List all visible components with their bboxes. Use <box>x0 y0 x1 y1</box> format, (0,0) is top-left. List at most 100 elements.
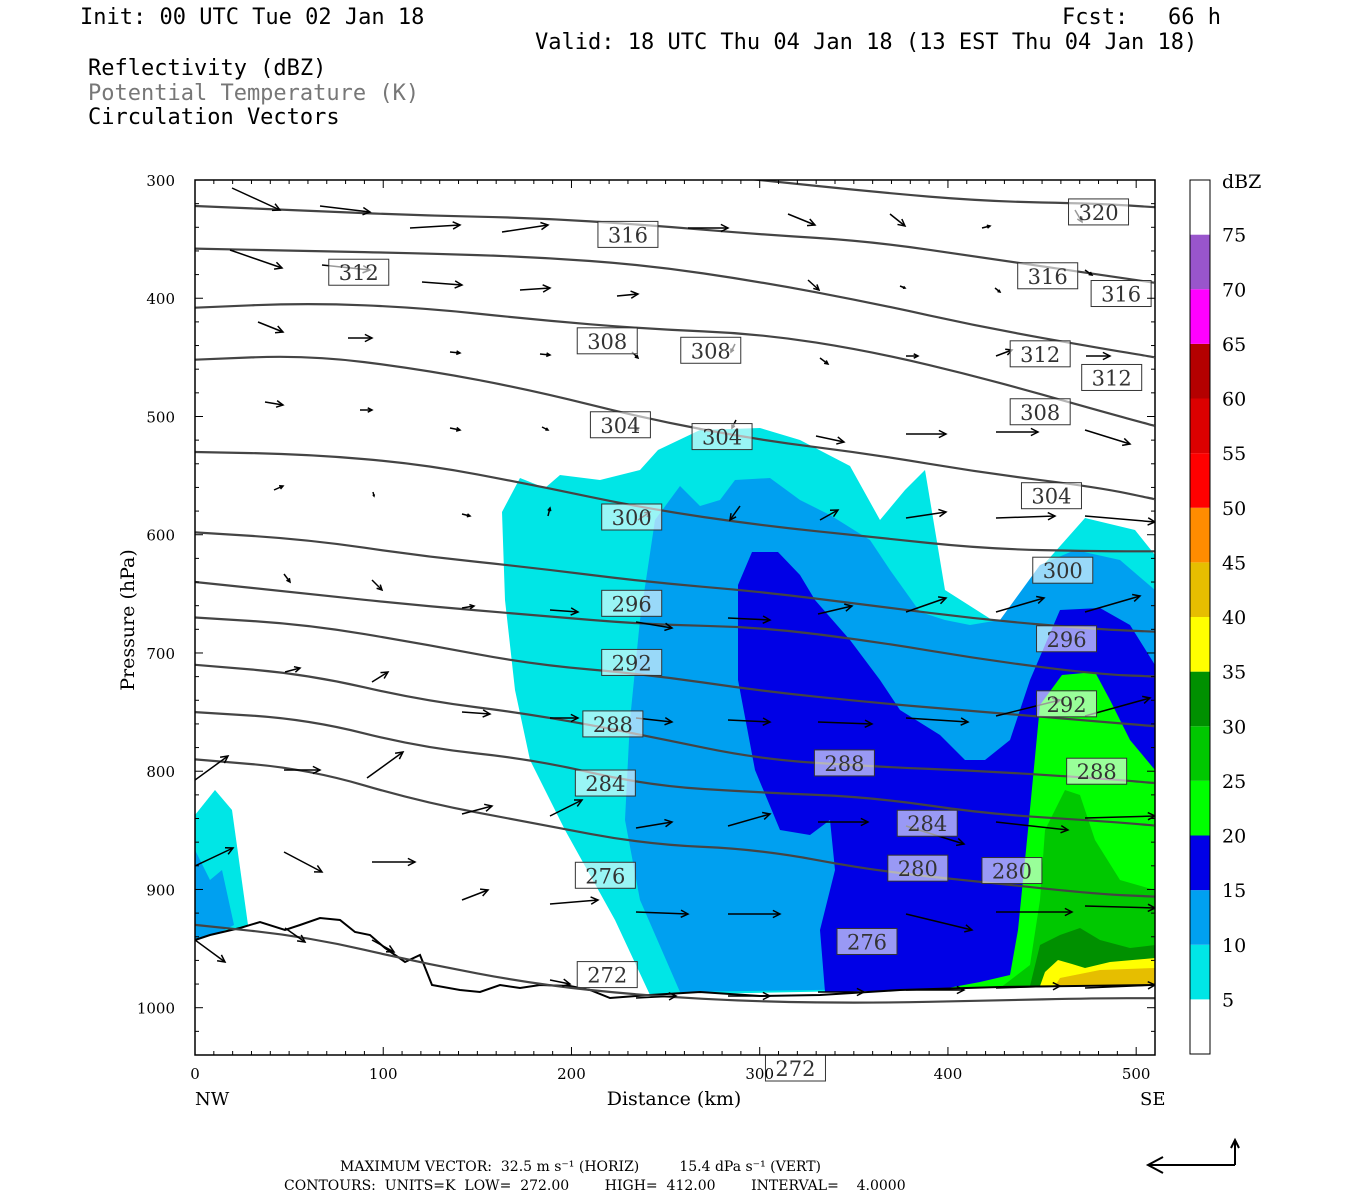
x-tick-label: 100 <box>369 1065 398 1083</box>
contour-label: 312 <box>1009 340 1071 368</box>
circulation-vector <box>284 927 307 943</box>
circulation-vector <box>273 485 285 491</box>
contour-label: 276 <box>836 927 898 955</box>
circulation-vector <box>635 621 674 632</box>
terrain-mask <box>195 920 1155 1055</box>
dbz-40-region <box>1055 968 1155 986</box>
contour-label: 316 <box>1017 262 1079 290</box>
colorbar-swatch <box>1190 780 1210 836</box>
circulation-vector <box>1084 811 1155 821</box>
colorbar-label: 45 <box>1222 552 1246 574</box>
x-tick-label: 200 <box>557 1065 586 1083</box>
contour-label: 304 <box>1020 482 1082 510</box>
colorbar-label: 5 <box>1222 989 1234 1011</box>
field-vectors: Circulation Vectors <box>88 105 340 130</box>
contour-label-text: 320 <box>1078 201 1118 225</box>
circulation-vector <box>549 799 584 817</box>
circulation-vector <box>409 221 462 230</box>
circulation-vector <box>995 511 1057 521</box>
circulation-vector <box>996 907 1074 917</box>
circulation-vector <box>616 290 640 299</box>
y-tick-label: 600 <box>146 527 175 545</box>
circulation-vector <box>995 981 1062 991</box>
contour-label-box <box>1009 340 1071 368</box>
circulation-vector <box>905 717 970 726</box>
contour-label: 308 <box>680 336 742 364</box>
contour-label-text: 284 <box>585 772 625 796</box>
circulation-vector <box>905 913 974 933</box>
circulation-vector <box>635 909 690 919</box>
circulation-vector <box>906 985 966 995</box>
circulation-vector <box>549 896 600 905</box>
colorbar-swatch <box>1190 617 1210 672</box>
colorbar-unit: dBZ <box>1222 171 1261 193</box>
contour-label-text: 304 <box>702 426 742 450</box>
circulation-vector <box>541 426 550 431</box>
colorbar-label: 55 <box>1222 443 1246 465</box>
circulation-vector <box>372 491 376 498</box>
contour-label-box <box>576 961 638 989</box>
y-tick-label: 300 <box>146 172 175 190</box>
isentrope-312 <box>195 247 1155 359</box>
circulation-vector <box>905 508 948 519</box>
circulation-vector <box>635 992 678 1001</box>
circulation-vector <box>264 400 285 408</box>
contour-label-text: 272 <box>587 964 627 988</box>
circulation-vector <box>996 427 1040 437</box>
contour-label-box <box>1081 363 1143 391</box>
contour-label-layer: 320 316 316 316 312 312 312 308 308 308 304 304 304 3… <box>328 198 1152 1082</box>
contour-label: 316 <box>1090 280 1152 308</box>
colorbar-label: 15 <box>1222 880 1246 902</box>
isentrope-320 <box>749 180 1155 209</box>
circulation-vector <box>635 818 674 829</box>
contour-label-text: 288 <box>1077 760 1117 784</box>
contour-label: 288 <box>1066 757 1128 785</box>
contour-label-box <box>1090 280 1152 308</box>
contour-label-box <box>691 423 753 451</box>
contour-label: 288 <box>813 749 875 777</box>
contour-label-box <box>896 809 958 837</box>
contour-label: 320 <box>1068 198 1130 226</box>
colorbar-swatch <box>1190 671 1210 727</box>
circulation-vector <box>195 847 235 867</box>
contour-label: 312 <box>328 258 390 286</box>
contour-label-text: 280 <box>992 860 1032 884</box>
contour-label-text: 300 <box>1043 559 1083 583</box>
contour-label: 292 <box>601 648 663 676</box>
contour-label-box <box>981 857 1043 885</box>
circulation-vector <box>818 817 870 827</box>
circulation-vector <box>229 249 284 270</box>
circulation-vector <box>319 205 372 216</box>
contour-label: 272 <box>764 1054 826 1082</box>
contour-label-box <box>597 220 659 248</box>
colorbar-swatch <box>1190 726 1210 781</box>
contour-label-box <box>601 648 663 676</box>
circulation-vector <box>1084 903 1155 913</box>
colorbar-swatch <box>1190 343 1210 399</box>
circulation-vector <box>549 607 580 616</box>
contour-label-box <box>836 927 898 955</box>
circulation-vector <box>1084 593 1142 613</box>
contour-label-box <box>1020 482 1082 510</box>
circulation-vector <box>995 595 1046 613</box>
contour-label-box <box>576 327 638 355</box>
contour-label: 280 <box>981 857 1043 885</box>
contour-label: 296 <box>601 589 663 617</box>
contour-label-box <box>601 589 663 617</box>
circulation-vector <box>787 213 817 227</box>
reference-vector <box>1145 1137 1240 1174</box>
colorbar-swatch <box>1190 562 1210 617</box>
circulation-vector <box>283 851 324 873</box>
circulation-vector <box>421 280 464 289</box>
circulation-vector <box>549 978 572 987</box>
circulation-vector <box>371 671 390 683</box>
isentrope-272 <box>195 923 1155 1004</box>
contour-label-text: 272 <box>775 1057 815 1081</box>
contour-label-box <box>1036 690 1098 718</box>
init-time: Init: 00 UTC Tue 02 Jan 18 <box>80 5 425 30</box>
circulation-vector <box>539 352 552 358</box>
circulation-vector <box>366 751 405 779</box>
contour-label-box <box>1032 556 1094 584</box>
circulation-vector <box>815 435 846 445</box>
